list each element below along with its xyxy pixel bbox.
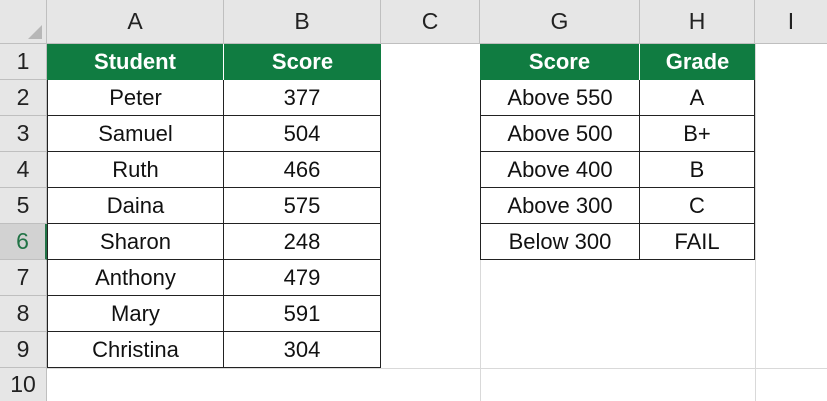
student-name-cell[interactable]: Sharon [47, 224, 224, 260]
grade-threshold-cell[interactable]: Below 300 [480, 224, 640, 260]
row-header-5[interactable]: 5 [0, 188, 47, 224]
grade-value-cell[interactable]: FAIL [640, 224, 755, 260]
grade-threshold-cell[interactable]: Above 400 [480, 152, 640, 188]
student-score-cell[interactable]: 466 [224, 152, 381, 188]
grade-threshold-cell[interactable]: Above 300 [480, 188, 640, 224]
student-name-cell[interactable]: Christina [47, 332, 224, 368]
student-name-cell[interactable]: Samuel [47, 116, 224, 152]
row-header-9[interactable]: 9 [0, 332, 47, 368]
select-all-icon [28, 25, 42, 39]
student-name-cell[interactable]: Mary [47, 296, 224, 332]
grade-threshold-cell[interactable]: Above 500 [480, 116, 640, 152]
column-header-g[interactable]: G [480, 0, 640, 44]
student-score-cell[interactable]: 591 [224, 296, 381, 332]
column-header-i[interactable]: I [755, 0, 827, 44]
student-name-cell[interactable]: Ruth [47, 152, 224, 188]
student-header-cell[interactable]: Student [47, 44, 224, 80]
student-score-cell[interactable]: 304 [224, 332, 381, 368]
grade-header-cell[interactable]: Grade [640, 44, 755, 80]
column-header-c[interactable]: C [381, 0, 480, 44]
grade-value-cell[interactable]: B+ [640, 116, 755, 152]
student-name-cell[interactable]: Anthony [47, 260, 224, 296]
student-score-cell[interactable]: 377 [224, 80, 381, 116]
row-header-6[interactable]: 6 [0, 224, 47, 260]
student-score-cell[interactable]: 575 [224, 188, 381, 224]
row-header-7[interactable]: 7 [0, 260, 47, 296]
grade-value-cell[interactable]: C [640, 188, 755, 224]
score-header-cell[interactable]: Score [224, 44, 381, 80]
column-header-b[interactable]: B [224, 0, 381, 44]
student-name-cell[interactable]: Daina [47, 188, 224, 224]
grade-value-cell[interactable]: B [640, 152, 755, 188]
student-score-cell[interactable]: 248 [224, 224, 381, 260]
student-score-cell[interactable]: 479 [224, 260, 381, 296]
gridline [47, 368, 827, 369]
gridline [755, 44, 756, 401]
row-header-3[interactable]: 3 [0, 116, 47, 152]
grade-value-cell[interactable]: A [640, 80, 755, 116]
grade-threshold-cell[interactable]: Above 550 [480, 80, 640, 116]
row-header-2[interactable]: 2 [0, 80, 47, 116]
row-header-10[interactable]: 10 [0, 368, 47, 401]
row-header-8[interactable]: 8 [0, 296, 47, 332]
student-name-cell[interactable]: Peter [47, 80, 224, 116]
select-all-corner[interactable] [0, 0, 47, 44]
column-header-a[interactable]: A [47, 0, 224, 44]
row-header-1[interactable]: 1 [0, 44, 47, 80]
column-header-h[interactable]: H [640, 0, 755, 44]
grade-score-header-cell[interactable]: Score [480, 44, 640, 80]
row-header-4[interactable]: 4 [0, 152, 47, 188]
student-score-cell[interactable]: 504 [224, 116, 381, 152]
